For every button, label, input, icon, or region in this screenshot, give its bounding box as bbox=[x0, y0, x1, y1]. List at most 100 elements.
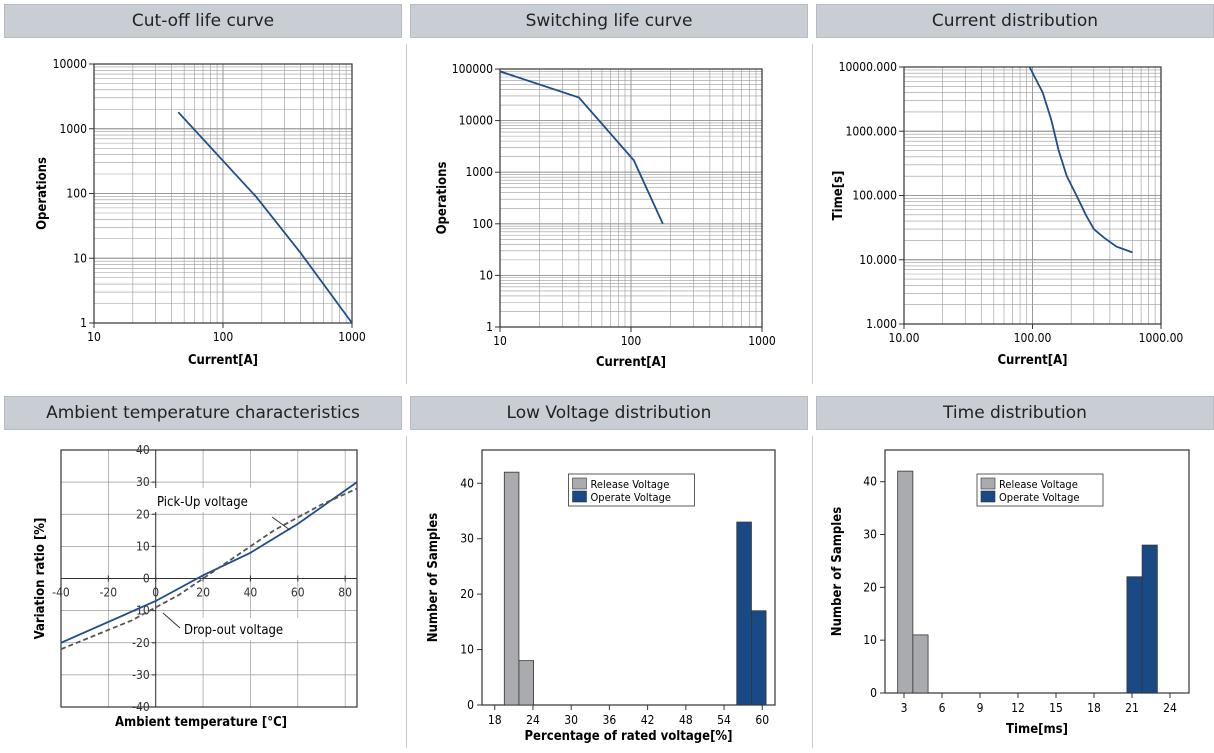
cutoff-series-line bbox=[177, 111, 353, 324]
lowvoltage-legend-swatch-operate bbox=[572, 490, 587, 503]
ambient-pickup-label: Pick-Up voltage bbox=[157, 495, 248, 510]
timedist-plot-frame bbox=[884, 449, 1190, 694]
ambient-x-tick-label: 40 bbox=[244, 586, 258, 600]
timedist-x-tick-label: 12 bbox=[1011, 701, 1025, 715]
panel-switching: Switching life curve bbox=[410, 4, 808, 38]
switching-x-tick-label: 1000 bbox=[748, 334, 776, 348]
ambient-dropout-label: Drop-out voltage bbox=[184, 623, 283, 638]
timedist-y-tick-label: 10 bbox=[863, 633, 877, 647]
chart-title-current: Current distribution bbox=[816, 4, 1214, 38]
ambient-series-pickup bbox=[60, 481, 358, 644]
timedist-bar-operate bbox=[1141, 544, 1158, 694]
current-series-line bbox=[1028, 66, 1133, 254]
switching-y-tick-label: 1 bbox=[486, 320, 493, 334]
lowvoltage-x-tick-label: 30 bbox=[564, 713, 578, 727]
timedist-y-tick-label: 20 bbox=[863, 580, 877, 594]
lowvoltage-x-tick-label: 60 bbox=[755, 713, 769, 727]
lowvoltage-legend-box bbox=[568, 473, 695, 507]
ambient-y-tick-label: -30 bbox=[132, 668, 150, 682]
ambient-x-tick-label: 20 bbox=[196, 586, 210, 600]
panel-ambient: Ambient temperature characteristics bbox=[4, 396, 402, 430]
cutoff-x-axis-label: Current[A] bbox=[188, 353, 258, 368]
cutoff-y-tick-label: 10000 bbox=[53, 57, 87, 71]
timedist-x-tick-label: 9 bbox=[977, 701, 984, 715]
current-y-tick-label: 10.000 bbox=[859, 253, 897, 267]
timedist-legend-swatch-release bbox=[980, 477, 996, 490]
lowvoltage-y-tick-label: 20 bbox=[460, 587, 474, 601]
switching-series-line bbox=[499, 70, 664, 225]
switching-y-tick-label: 1000 bbox=[466, 165, 494, 179]
ambient-dropout-leader bbox=[162, 612, 181, 629]
lowvoltage-legend-swatch-release bbox=[572, 477, 587, 490]
ambient-y-tick-label: -20 bbox=[132, 636, 150, 650]
lowvoltage-bar-release bbox=[503, 471, 520, 706]
switching-y-tick-label: 10000 bbox=[459, 114, 493, 128]
lowvoltage-y-tick-label: 10 bbox=[460, 643, 474, 657]
timedist-y-tick-label: 40 bbox=[863, 475, 877, 489]
ambient-dropout-label-bg bbox=[181, 618, 299, 640]
current-x-tick-label: 100.00 bbox=[1014, 331, 1052, 345]
ambient-x-axis-label: Ambient temperature [°C] bbox=[115, 715, 287, 730]
timedist-legend-label-release: Release Voltage bbox=[999, 478, 1078, 491]
cutoff-x-tick-label: 10 bbox=[87, 330, 101, 344]
cutoff-y-axis-label: Operations bbox=[35, 157, 50, 230]
chart-title-lowvoltage: Low Voltage distribution bbox=[410, 396, 808, 430]
ambient-y-tick-label: 30 bbox=[136, 475, 150, 489]
lowvoltage-y-tick-label: 30 bbox=[460, 532, 474, 546]
lowvoltage-y-axis-label: Number of Samples bbox=[426, 513, 441, 642]
timedist-y-tick-label: 0 bbox=[870, 686, 877, 700]
timedist-x-tick-label: 18 bbox=[1087, 701, 1101, 715]
timedist-x-tick-label: 6 bbox=[939, 701, 946, 715]
lowvoltage-x-tick-label: 48 bbox=[679, 713, 693, 727]
switching-y-tick-label: 100000 bbox=[452, 62, 493, 76]
cutoff-y-tick-label: 1000 bbox=[60, 122, 88, 136]
switching-x-tick-label: 100 bbox=[621, 334, 642, 348]
switching-x-axis-label: Current[A] bbox=[596, 355, 666, 370]
lowvoltage-x-tick-label: 54 bbox=[717, 713, 731, 727]
timedist-legend-swatch-operate bbox=[980, 490, 996, 503]
column-divider bbox=[812, 436, 813, 748]
timedist-bar-release bbox=[912, 634, 929, 694]
ambient-y-tick-label: 20 bbox=[136, 507, 150, 521]
column-divider bbox=[812, 44, 813, 384]
ambient-pickup-leader bbox=[271, 516, 291, 531]
timedist-legend-label-operate: Operate Voltage bbox=[999, 491, 1079, 504]
chart-title-cutoff: Cut-off life curve bbox=[4, 4, 402, 38]
timedist-legend-box bbox=[976, 473, 1104, 507]
ambient-y-tick-label: -10 bbox=[132, 604, 150, 618]
lowvoltage-y-tick-label: 0 bbox=[467, 698, 474, 712]
column-divider bbox=[406, 436, 407, 748]
timedist-bar-operate bbox=[1126, 576, 1143, 694]
ambient-x-tick-label: -20 bbox=[100, 586, 118, 600]
lowvoltage-bar-operate bbox=[736, 521, 752, 706]
ambient-x-tick-label: 60 bbox=[291, 586, 305, 600]
ambient-x-tick-label: 80 bbox=[338, 586, 352, 600]
timedist-x-axis-label: Time[ms] bbox=[1006, 722, 1068, 737]
lowvoltage-x-tick-label: 24 bbox=[526, 713, 540, 727]
timedist-x-tick-label: 24 bbox=[1163, 701, 1177, 715]
switching-y-axis-label: Operations bbox=[435, 162, 450, 235]
timedist-bar-release bbox=[897, 470, 914, 694]
current-y-tick-label: 1000.000 bbox=[846, 124, 898, 138]
timedist-x-tick-label: 21 bbox=[1125, 701, 1139, 715]
cutoff-x-tick-label: 1000 bbox=[338, 330, 366, 344]
current-y-axis-label: Time[s] bbox=[831, 171, 846, 221]
ambient-pickup-label-bg bbox=[155, 488, 270, 512]
lowvoltage-bar-release bbox=[518, 660, 534, 706]
current-y-tick-label: 100.000 bbox=[852, 189, 897, 203]
lowvoltage-x-axis-label: Percentage of rated voltage[%] bbox=[524, 729, 732, 744]
ambient-y-axis-label: Variation ratio [%] bbox=[33, 518, 48, 640]
lowvoltage-x-tick-label: 42 bbox=[641, 713, 655, 727]
panel-current: Current distribution bbox=[816, 4, 1214, 38]
lowvoltage-x-tick-label: 18 bbox=[488, 713, 502, 727]
timedist-x-tick-label: 15 bbox=[1049, 701, 1063, 715]
lowvoltage-legend-label-release: Release Voltage bbox=[591, 478, 670, 491]
current-y-tick-label: 1.000 bbox=[866, 317, 897, 331]
chart-title-ambient: Ambient temperature characteristics bbox=[4, 396, 402, 430]
chart-title-switching: Switching life curve bbox=[410, 4, 808, 38]
switching-x-tick-label: 10 bbox=[493, 334, 507, 348]
lowvoltage-plot-frame bbox=[481, 449, 776, 706]
cutoff-x-tick-label: 100 bbox=[213, 330, 234, 344]
panel-lowvoltage: Low Voltage distribution bbox=[410, 396, 808, 430]
column-divider bbox=[406, 44, 407, 384]
